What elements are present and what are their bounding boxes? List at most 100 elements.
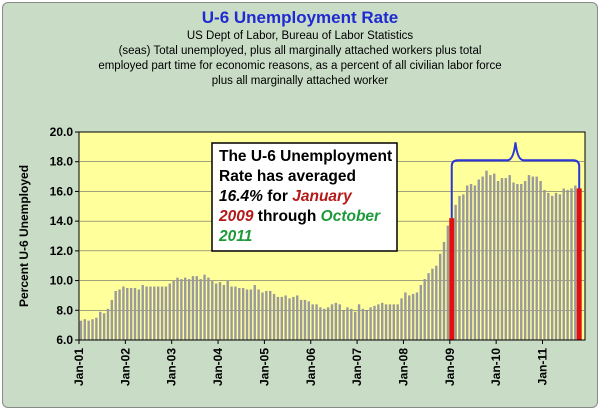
bar xyxy=(149,286,152,340)
bar xyxy=(446,225,450,340)
bar xyxy=(326,307,330,340)
bar xyxy=(234,286,237,340)
y-axis-ticks: 6.0 8.0 10.0 12.0 14.0 16.0 18.0 20.0 xyxy=(50,125,79,347)
bar xyxy=(91,319,94,340)
bar xyxy=(562,188,565,340)
bar xyxy=(330,304,334,340)
bar xyxy=(222,285,226,340)
annotation-line-1: The U-6 Unemployment xyxy=(219,148,392,165)
bar xyxy=(164,286,168,340)
bar xyxy=(396,304,399,340)
bar xyxy=(431,268,434,340)
annotation-through: through xyxy=(258,208,321,225)
bar xyxy=(404,292,407,340)
bar xyxy=(481,176,484,340)
bar xyxy=(156,286,160,340)
bar xyxy=(199,279,202,340)
x-tick-label: Jan-04 xyxy=(211,348,225,386)
bar xyxy=(141,285,144,340)
bar xyxy=(411,293,415,340)
bar xyxy=(531,176,535,340)
annotation-average: 16.4% xyxy=(219,188,263,205)
bar xyxy=(129,288,133,340)
bar xyxy=(435,265,438,340)
bar xyxy=(566,189,569,340)
annotation-end-year: 2011 xyxy=(218,228,252,245)
annotation-start-month: January xyxy=(292,188,353,205)
bar xyxy=(423,279,426,340)
x-tick-label: Jan-05 xyxy=(257,348,271,386)
bar xyxy=(489,175,492,340)
bar xyxy=(485,170,488,340)
bar xyxy=(87,320,90,340)
bar xyxy=(357,304,361,340)
bar xyxy=(493,173,496,340)
bar xyxy=(272,293,276,340)
bar xyxy=(133,288,137,340)
bar xyxy=(369,307,372,340)
x-tick-label: Jan-10 xyxy=(489,348,503,386)
bar xyxy=(381,302,384,340)
bar xyxy=(346,307,349,340)
bar xyxy=(114,290,117,340)
x-tick-label: Jan-06 xyxy=(304,348,318,386)
bar xyxy=(512,182,515,340)
bar xyxy=(554,192,558,340)
bar xyxy=(427,273,430,340)
x-tick-label: Jan-07 xyxy=(350,348,364,386)
chart-title: U-6 Unemployment Rate xyxy=(202,8,398,27)
bar xyxy=(261,292,264,340)
bar xyxy=(191,276,195,340)
bar xyxy=(214,283,218,340)
bar xyxy=(106,308,110,340)
bar xyxy=(303,299,307,340)
bar xyxy=(122,286,125,340)
x-tick-label: Jan-08 xyxy=(396,348,410,386)
bar xyxy=(574,185,577,340)
bar xyxy=(238,288,241,340)
y-tick-label: 16.0 xyxy=(50,184,74,198)
bar xyxy=(276,296,280,340)
bar xyxy=(527,175,531,340)
bar xyxy=(342,310,345,340)
bar xyxy=(516,184,519,340)
y-tick-label: 10.0 xyxy=(50,274,74,288)
bar xyxy=(269,290,272,340)
x-tick-label: Jan-02 xyxy=(118,348,132,386)
bar xyxy=(408,295,411,340)
bar xyxy=(323,308,326,340)
bar xyxy=(469,184,473,340)
bar xyxy=(95,317,98,340)
bar xyxy=(126,288,129,340)
x-axis-ticks: Jan-01 Jan-02 Jan-03 Jan-04 Jan-05 Jan-06 Jan-… xyxy=(72,339,585,386)
annotation-box: The U-6 Unemployment Rate has averaged 1… xyxy=(211,142,398,252)
chart-subtitle-line-3: employed part time for economic reasons,… xyxy=(98,60,501,72)
bar xyxy=(110,299,114,340)
bar xyxy=(145,286,148,340)
bar xyxy=(137,289,141,340)
bar xyxy=(508,175,511,340)
bar xyxy=(388,304,392,340)
annotation-start-year: 2009 xyxy=(218,208,254,225)
bar xyxy=(496,181,500,340)
bar xyxy=(458,195,461,340)
bar xyxy=(176,277,179,340)
bar xyxy=(296,295,299,340)
bar xyxy=(319,307,322,340)
bar xyxy=(226,280,229,340)
bar xyxy=(419,285,423,340)
bar xyxy=(284,295,287,340)
x-tick-label: Jan-03 xyxy=(165,348,179,386)
highlight-bar xyxy=(576,188,582,340)
bar xyxy=(168,283,171,340)
y-tick-label: 20.0 xyxy=(50,125,74,139)
bar xyxy=(299,299,303,340)
bar xyxy=(292,296,295,340)
bar xyxy=(153,286,156,340)
bar xyxy=(218,282,222,340)
bar xyxy=(373,305,376,340)
bar xyxy=(523,181,527,340)
bar-series xyxy=(79,170,582,340)
y-tick-label: 6.0 xyxy=(56,333,73,347)
annotation-line-2: Rate has averaged xyxy=(219,168,356,185)
